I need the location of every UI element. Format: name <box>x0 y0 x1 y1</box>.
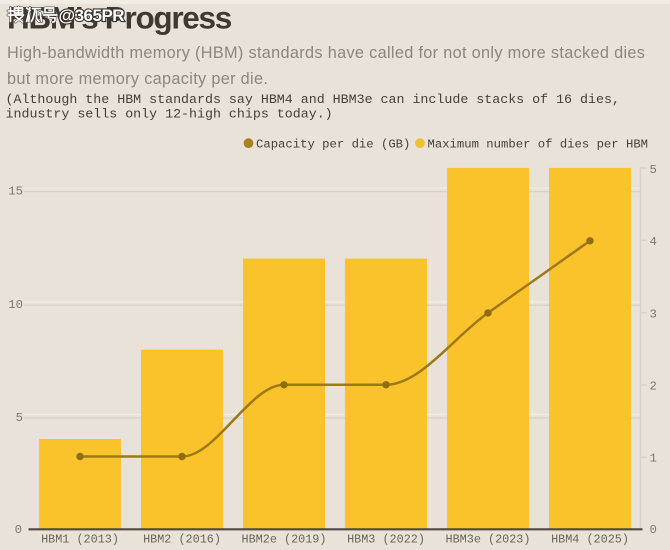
svg-text:HBM4 (2025): HBM4 (2025) <box>551 533 629 547</box>
svg-text:HBM1 (2013): HBM1 (2013) <box>41 533 119 547</box>
svg-text:industry sells only 12-high ch: industry sells only 12-high chips today.… <box>6 106 333 121</box>
svg-text:Capacity per die (GB): Capacity per die (GB) <box>256 137 410 151</box>
svg-text:but more memory capacity per d: but more memory capacity per die. <box>7 70 268 88</box>
svg-text:5: 5 <box>16 411 23 425</box>
svg-text:HBM3e (2023): HBM3e (2023) <box>446 533 531 547</box>
svg-text:3: 3 <box>650 307 657 321</box>
svg-text:@365PR: @365PR <box>59 6 125 25</box>
svg-text:1: 1 <box>650 452 657 466</box>
svg-text:2: 2 <box>650 379 657 393</box>
svg-text:(Although the HBM standards sa: (Although the HBM standards say HBM4 and… <box>6 92 620 107</box>
svg-text:5: 5 <box>650 163 657 177</box>
svg-text:HBM3 (2022): HBM3 (2022) <box>347 533 425 547</box>
svg-text:15: 15 <box>8 184 23 198</box>
svg-text:0: 0 <box>15 523 22 537</box>
svg-text:Maximum number of dies per HBM: Maximum number of dies per HBM <box>428 137 649 151</box>
svg-text:10: 10 <box>8 298 23 312</box>
svg-text:HBM2e (2019): HBM2e (2019) <box>242 533 327 547</box>
svg-text:0: 0 <box>650 523 657 537</box>
svg-text:High-bandwidth memory (HBM) st: High-bandwidth memory (HBM) standards ha… <box>7 44 645 62</box>
svg-text:HBM2 (2016): HBM2 (2016) <box>143 533 221 547</box>
svg-text:HBM’s Progress: HBM’s Progress <box>7 0 232 36</box>
svg-text:4: 4 <box>650 235 657 249</box>
